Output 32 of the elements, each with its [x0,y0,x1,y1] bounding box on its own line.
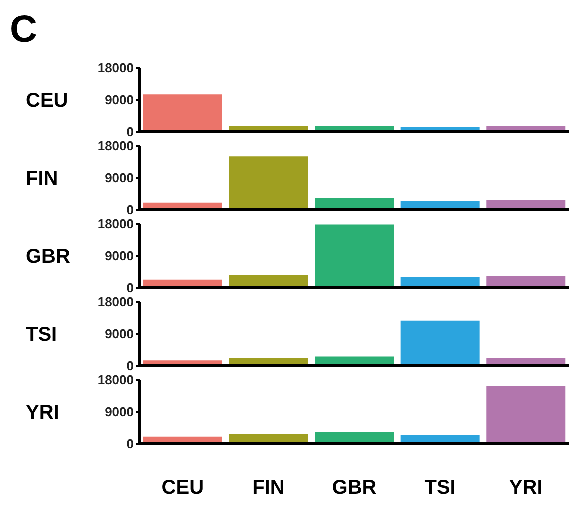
y-tick-label: 0 [126,436,134,452]
bar [315,224,394,288]
bar [143,94,222,132]
y-tick-label: 9000 [105,248,134,264]
y-axis-title: YRI [26,402,60,424]
x-tick-label: CEU [162,477,204,500]
y-tick-label: 0 [126,124,134,140]
y-tick-label: 18000 [98,216,134,232]
x-tick-label: TSI [424,477,456,500]
bar [486,386,566,444]
y-tick-label: 9000 [105,92,134,108]
y-tick-label: 18000 [98,60,134,76]
x-tick-label: GBR [332,477,378,500]
y-tick-label: 18000 [98,138,134,154]
x-tick-label: YRI [509,477,543,500]
y-tick-label: 0 [126,358,134,374]
y-axis-title: TSI [26,324,58,346]
y-tick-label: 9000 [105,404,134,420]
y-tick-label: 18000 [98,372,134,388]
x-tick-label: FIN [252,477,285,500]
bar [229,156,308,210]
chart-title: C [9,8,38,53]
y-axis-title: GBR [26,246,71,268]
y-tick-label: 9000 [105,170,134,186]
y-tick-label: 18000 [98,294,134,310]
y-tick-label: 0 [126,202,134,218]
y-tick-label: 0 [126,280,134,296]
bar [229,275,308,288]
y-axis-title: CEU [26,90,68,112]
y-tick-label: 9000 [105,326,134,342]
y-axis-title: FIN [26,168,58,190]
bar [400,320,480,366]
